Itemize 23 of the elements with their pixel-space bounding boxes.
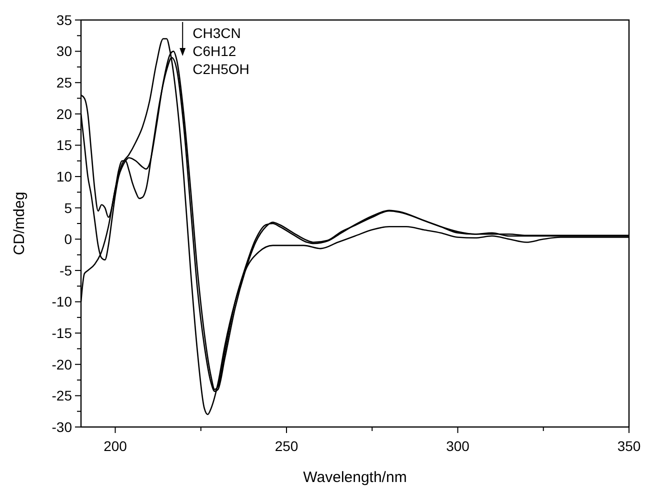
x-tick-label: 300 — [446, 438, 470, 454]
y-tick-label: -15 — [52, 324, 72, 341]
x-axis-title: Wavelength/nm — [303, 469, 407, 486]
legend-label: C6H12 — [192, 43, 236, 59]
y-tick-label: 35 — [56, 12, 72, 28]
y-tick-label: 5 — [64, 200, 72, 216]
y-tick-label: 30 — [56, 43, 72, 60]
x-tick-label: 250 — [274, 438, 298, 454]
y-tick-label: 25 — [56, 74, 72, 91]
x-tick-label: 200 — [104, 438, 128, 454]
y-tick-label: 0 — [64, 231, 72, 248]
y-tick-label: -10 — [52, 294, 72, 310]
y-tick-label: -5 — [60, 262, 72, 278]
y-tick-label: -25 — [52, 388, 72, 404]
y-tick-label: 20 — [56, 106, 72, 122]
x-tick-label: 350 — [617, 438, 641, 454]
y-tick-label: 15 — [56, 137, 72, 154]
series-label: C2H5OH — [192, 61, 250, 77]
y-tick-label: -20 — [52, 356, 72, 372]
y-tick-label: 10 — [56, 168, 72, 184]
y-axis-title: CD/mdeg — [11, 192, 28, 256]
legend-label: CH3CN — [192, 25, 241, 41]
y-tick-label: -30 — [52, 418, 72, 435]
